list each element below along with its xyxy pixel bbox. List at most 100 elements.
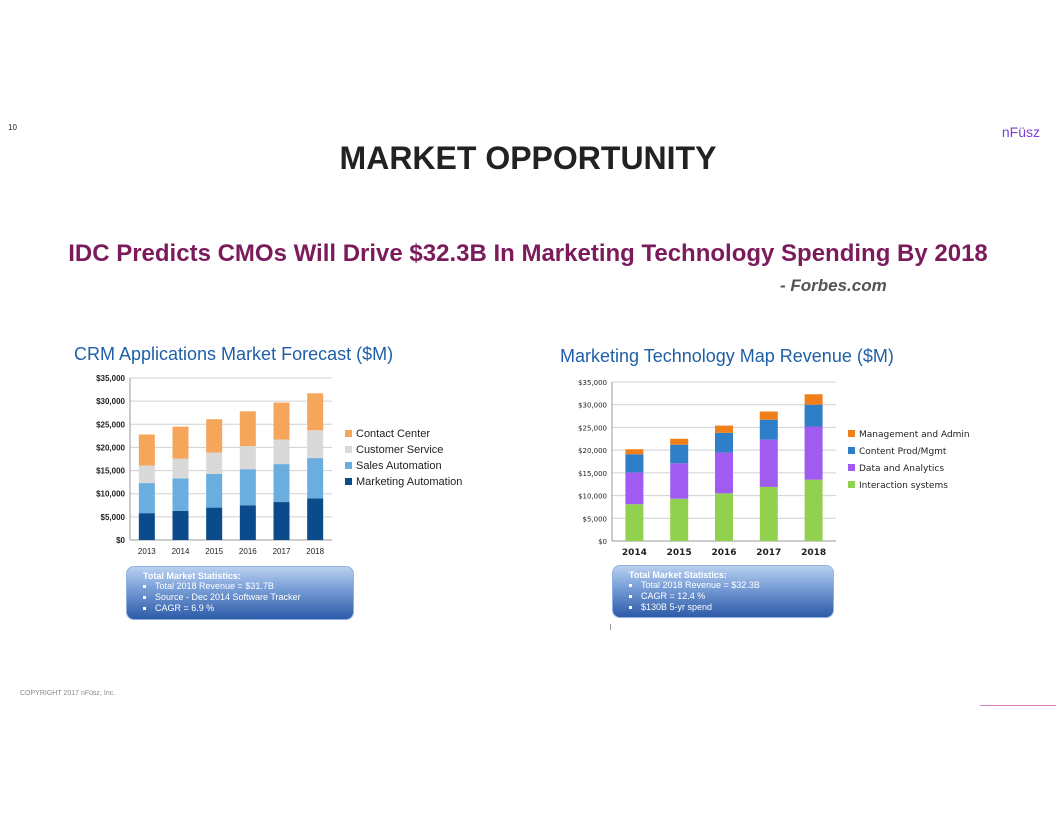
source-attribution: - Forbes.com xyxy=(780,276,887,295)
crm-legend-label: Contact Center xyxy=(356,428,430,440)
martech-x-tick-label: 2017 xyxy=(756,548,781,558)
martech-legend-swatch xyxy=(848,430,855,437)
crm-x-tick-label: 2018 xyxy=(306,547,324,556)
footer-divider xyxy=(980,705,1056,706)
martech-y-tick-label: $10,000 xyxy=(578,493,607,501)
crm-bar-segment xyxy=(172,426,189,459)
crm-bar-segment xyxy=(273,439,290,465)
crm-bar-segment xyxy=(206,507,223,540)
martech-stats-item: $130B 5-yr spend xyxy=(641,602,825,613)
crm-chart-title: CRM Applications Market Forecast ($M) xyxy=(74,344,394,364)
martech-bar-segment xyxy=(625,449,644,455)
martech-y-tick-label: $30,000 xyxy=(578,402,607,410)
crm-bar-segment xyxy=(273,402,290,440)
crm-legend-swatch xyxy=(345,446,352,453)
martech-y-tick-label: $5,000 xyxy=(583,515,608,523)
crm-y-tick-label: $10,000 xyxy=(96,490,125,499)
martech-y-tick-label: $15,000 xyxy=(578,470,607,478)
crm-stats-item: CAGR = 6.9 % xyxy=(155,603,345,614)
martech-bar-segment xyxy=(759,411,778,420)
martech-bar-segment xyxy=(804,479,823,541)
martech-bar-segment xyxy=(759,419,778,440)
martech-legend-label: Interaction systems xyxy=(859,481,948,491)
crm-x-tick-label: 2014 xyxy=(172,547,190,556)
divider-tick xyxy=(610,624,611,630)
martech-x-tick-label: 2015 xyxy=(667,548,692,558)
martech-legend-label: Data and Analytics xyxy=(859,464,944,474)
martech-bar-segment xyxy=(804,394,823,405)
crm-bar-segment xyxy=(138,465,155,484)
martech-bar-segment xyxy=(715,432,733,453)
crm-bar-segment xyxy=(307,498,324,540)
crm-bar-segment xyxy=(239,469,256,506)
brand-logo-text: nFüsz xyxy=(1001,124,1040,140)
martech-x-tick-label: 2018 xyxy=(801,548,826,558)
crm-bar-segment xyxy=(172,478,189,511)
charts-canvas: $0 $5,000 $10,000 $15,000 $20,000 $25,000 $30,… xyxy=(96,374,970,558)
crm-bar-segment xyxy=(138,434,155,466)
martech-stats-box: Total Market Statistics: Total 2018 Reve… xyxy=(612,565,834,618)
crm-legend-swatch xyxy=(345,462,352,469)
crm-x-tick-label: 2017 xyxy=(273,547,291,556)
martech-bar-segment xyxy=(670,498,689,541)
crm-legend-label: Customer Service xyxy=(356,444,443,456)
martech-bar-segment xyxy=(670,444,689,464)
crm-bar-segment xyxy=(273,464,290,503)
crm-stats-box: Total Market Statistics: Total 2018 Reve… xyxy=(126,566,354,620)
crm-y-tick-label: $35,000 xyxy=(96,374,125,383)
crm-legend-swatch xyxy=(345,478,352,485)
martech-bar-segment xyxy=(715,493,733,541)
martech-stats-item: CAGR = 12.4 % xyxy=(641,591,825,602)
martech-x-tick-label: 2016 xyxy=(711,548,736,558)
crm-bar-segment xyxy=(206,452,223,474)
crm-bar-segment xyxy=(206,473,223,508)
crm-bar-segment xyxy=(172,458,189,479)
crm-bar-segment xyxy=(172,510,189,540)
crm-bar-segment xyxy=(138,513,155,540)
martech-bar-segment xyxy=(670,463,689,499)
martech-y-tick-label: $25,000 xyxy=(578,424,607,432)
crm-y-tick-label: $30,000 xyxy=(96,397,125,406)
copyright-text: COPYRIGHT 2017 nFüsz, Inc. xyxy=(20,690,116,697)
crm-y-tick-label: $25,000 xyxy=(96,420,125,429)
martech-bar-segment xyxy=(670,438,689,445)
crm-bar-segment xyxy=(307,458,324,499)
martech-bar-segment xyxy=(625,472,644,505)
martech-stats-item: Total 2018 Revenue = $32.3B xyxy=(641,580,825,591)
crm-y-tick-label: $15,000 xyxy=(96,467,125,476)
martech-legend-swatch xyxy=(848,447,855,454)
crm-stats-item: Total 2018 Revenue = $31.7B xyxy=(155,581,345,592)
crm-bar-segment xyxy=(273,502,290,540)
crm-bar-segment xyxy=(138,483,155,514)
martech-bar-segment xyxy=(715,452,733,494)
martech-legend-label: Content Prod/Mgmt xyxy=(859,447,947,457)
page-title: MARKET OPPORTUNITY xyxy=(339,140,717,176)
martech-legend-swatch xyxy=(848,464,855,471)
martech-bar-segment xyxy=(804,404,823,427)
crm-bar-segment xyxy=(307,430,324,459)
martech-bar-segment xyxy=(804,426,823,480)
slide-number: 10 xyxy=(8,123,17,132)
martech-x-tick-label: 2014 xyxy=(622,548,647,558)
crm-y-tick-label: $5,000 xyxy=(101,513,126,522)
martech-bar-segment xyxy=(625,504,644,541)
crm-stats-heading: Total Market Statistics: xyxy=(143,571,241,581)
crm-y-tick-label: $0 xyxy=(116,536,125,545)
martech-legend-swatch xyxy=(848,481,855,488)
martech-bar-segment xyxy=(625,454,644,473)
crm-bar-segment xyxy=(307,393,324,431)
crm-bar-segment xyxy=(239,411,256,447)
crm-legend-label: Marketing Automation xyxy=(356,476,462,488)
crm-x-tick-label: 2016 xyxy=(239,547,257,556)
martech-stats-heading: Total Market Statistics: xyxy=(629,570,727,580)
crm-y-tick-label: $20,000 xyxy=(96,443,125,452)
martech-chart-title: Marketing Technology Map Revenue ($M) xyxy=(560,346,894,366)
headline: IDC Predicts CMOs Will Drive $32.3B In M… xyxy=(68,240,988,267)
crm-bar-segment xyxy=(206,419,223,453)
crm-bar-segment xyxy=(239,446,256,470)
martech-y-tick-label: $0 xyxy=(598,538,607,546)
crm-stats-item: Source - Dec 2014 Software Tracker xyxy=(155,592,345,603)
martech-bar-segment xyxy=(759,439,778,487)
martech-bar-segment xyxy=(759,486,778,541)
martech-bar-segment xyxy=(715,425,733,433)
